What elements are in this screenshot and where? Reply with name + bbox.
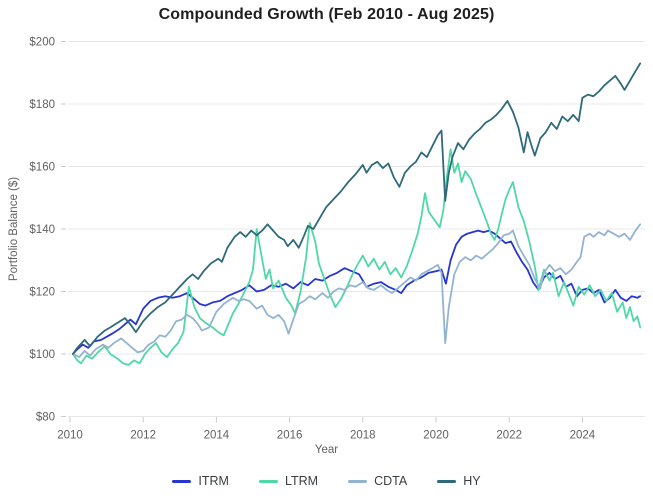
series-line-CDTA (72, 223, 642, 359)
x-tick-label: 2022 (496, 430, 522, 442)
cdta-line-swatch-icon (348, 479, 368, 483)
series-line-ITRM (72, 229, 642, 355)
x-tick-label: 2024 (570, 430, 596, 442)
y-tick-label: $200 (29, 37, 55, 49)
x-tick-label: 2010 (57, 430, 83, 442)
x-tick-label: 2012 (130, 430, 156, 442)
y-tick-label: $120 (29, 287, 55, 299)
legend-label: HY (463, 474, 481, 488)
series-line-LTRM (72, 148, 642, 366)
ltrm-line-swatch-icon (258, 479, 278, 483)
chart-legend: ITRM LTRM CDTA HY (0, 474, 653, 488)
x-tick-label: 2014 (204, 430, 230, 442)
legend-item-ltrm[interactable]: LTRM (258, 474, 319, 488)
x-tick-label: 2020 (423, 430, 449, 442)
legend-label: ITRM (198, 474, 229, 488)
chart-title: Compounded Growth (Feb 2010 - Aug 2025) (158, 6, 495, 23)
y-tick-label: $160 (29, 162, 55, 174)
x-tick-label: 2018 (350, 430, 376, 442)
x-axis-title: Year (314, 444, 339, 456)
y-tick-label: $80 (36, 412, 55, 424)
y-axis-title: Portfolio Balance ($) (8, 176, 20, 282)
legend-item-itrm[interactable]: ITRM (172, 474, 229, 488)
legend-item-hy[interactable]: HY (437, 474, 481, 488)
y-tick-label: $140 (29, 224, 55, 236)
legend-label: CDTA (374, 474, 408, 488)
x-tick-label: 2016 (277, 430, 303, 442)
legend-item-cdta[interactable]: CDTA (348, 474, 407, 488)
y-tick-label: $100 (29, 349, 55, 361)
series-line-HY (72, 62, 642, 355)
y-tick-label: $180 (29, 99, 55, 111)
itrm-line-swatch-icon (172, 479, 192, 483)
hy-line-swatch-icon (437, 479, 457, 483)
legend-label: LTRM (284, 474, 319, 488)
